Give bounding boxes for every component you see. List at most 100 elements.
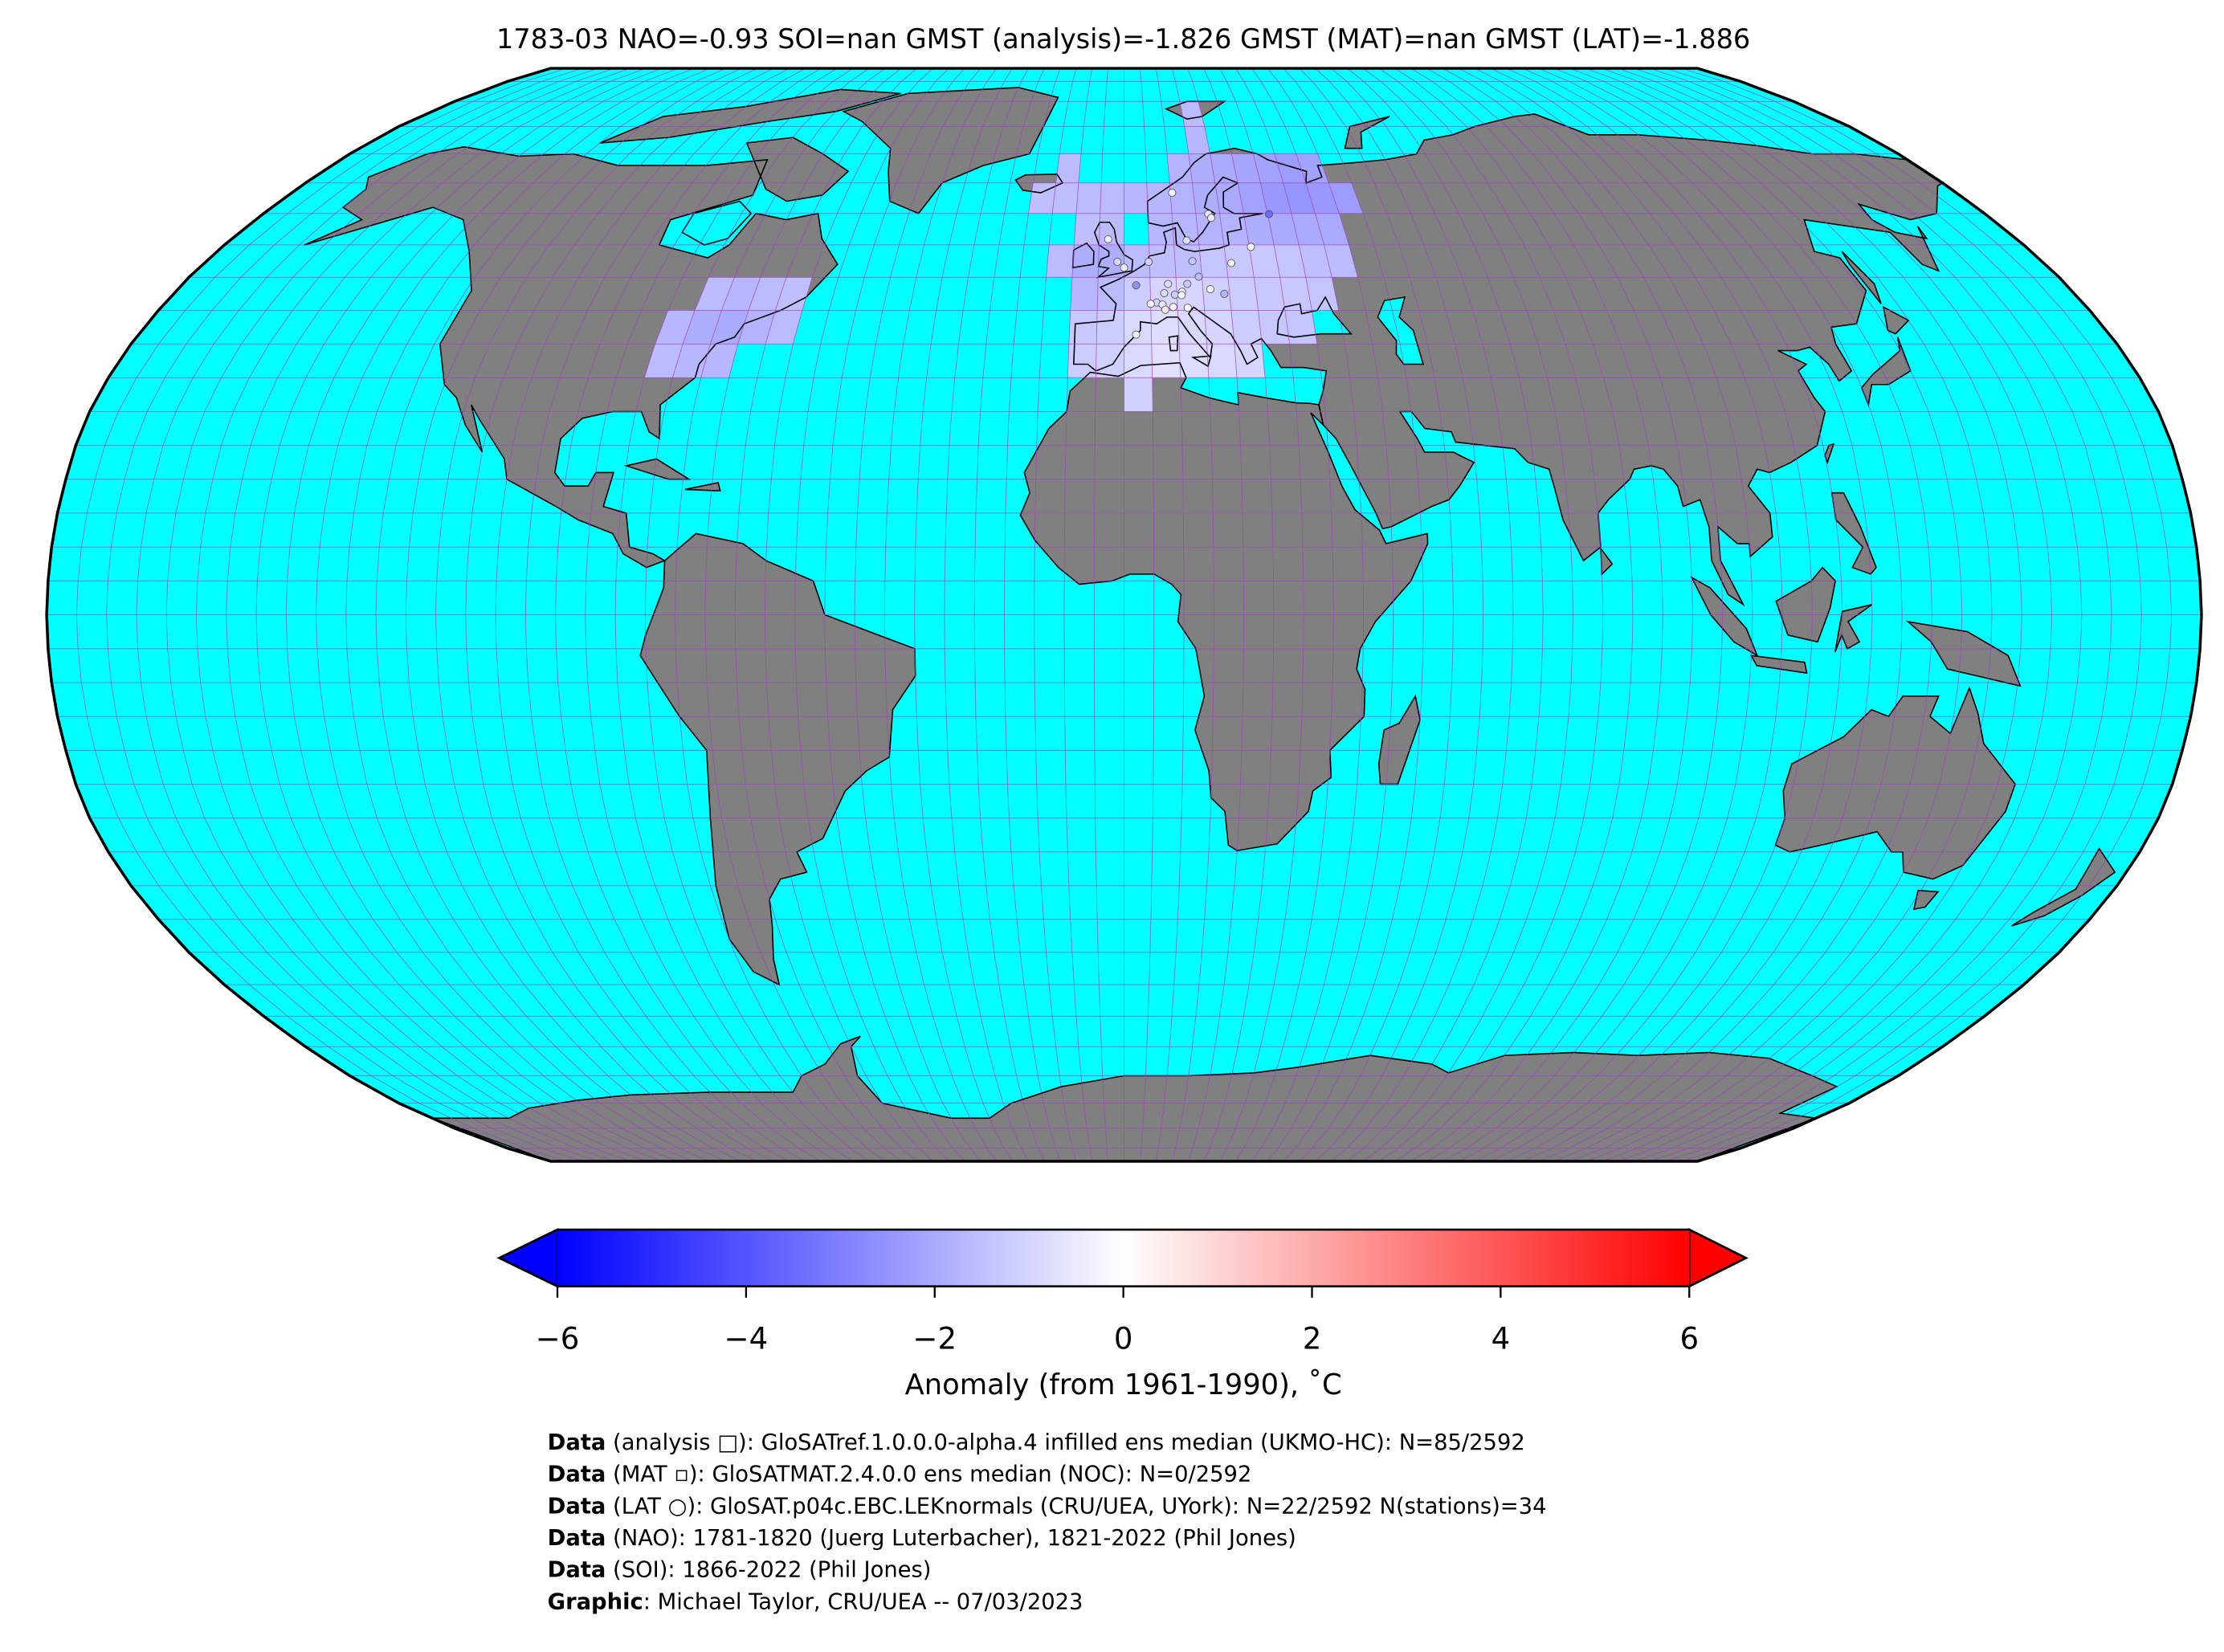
- grid-cell: [748, 277, 787, 311]
- graticule-meridian: [555, 68, 822, 1161]
- coastline-black-sea: [1276, 296, 1353, 338]
- grid-cell: [1243, 213, 1275, 245]
- graticule-meridian: [1063, 68, 1093, 1161]
- graticule-meridian: [106, 68, 583, 1161]
- grid-cell: [1231, 310, 1263, 345]
- station-marker: [1164, 279, 1173, 288]
- station-marker: [1170, 290, 1179, 299]
- grid-cell: [1249, 244, 1280, 278]
- coastline-borneo: [1775, 566, 1836, 643]
- station-marker: [1113, 257, 1122, 267]
- grid-cell: [1167, 153, 1193, 183]
- colorbar-tick-label: 6: [1679, 1321, 1699, 1356]
- grid-cell: [1070, 277, 1099, 311]
- grid-cell: [672, 344, 711, 378]
- colorbar-tick-label: 4: [1492, 1321, 1511, 1356]
- grid-cell: [1179, 344, 1209, 378]
- graticule-meridian: [1299, 68, 1454, 1161]
- colorbar-extend-high: [1687, 1227, 1749, 1288]
- graticule-meridian: [405, 68, 742, 1161]
- station-marker: [1169, 303, 1177, 312]
- colorbar-extend-low: [496, 1227, 559, 1288]
- water-caspian-sea: [1377, 296, 1423, 365]
- graticule-meridian: [465, 68, 774, 1161]
- graticule-meridian: [585, 68, 838, 1161]
- graticule-meridian: [1585, 68, 1993, 1161]
- landmass-new-guinea: [1908, 622, 2021, 687]
- station-marker: [1145, 257, 1153, 267]
- grid-cell: [1179, 101, 1205, 127]
- landmass-sri-lanka: [1601, 548, 1613, 574]
- grid-cell: [1291, 213, 1324, 245]
- graticule-meridian: [1251, 68, 1365, 1161]
- landmass-honshu: [1861, 337, 1911, 406]
- station-marker: [1183, 279, 1192, 288]
- station-marker: [1247, 243, 1255, 251]
- grid-cell: [737, 310, 776, 345]
- grid-cell: [1315, 213, 1349, 245]
- graticule-meridian: [1362, 68, 1573, 1161]
- colorbar-ticks: −6 −4 −2 0 2 4 6: [536, 1286, 1699, 1356]
- graticule-meridian: [1203, 68, 1275, 1161]
- coastline-africa: [1019, 361, 1429, 852]
- graticule-meridian: [1155, 68, 1185, 1161]
- grid-cell: [1231, 153, 1261, 183]
- station-marker: [1104, 235, 1112, 243]
- landmass-arctic-archipelago: [599, 89, 901, 144]
- footer-line-nao: Data (NAO): 1781-1820 (Juerg Luterbacher…: [548, 1526, 1296, 1551]
- grid-cell: [1227, 277, 1259, 311]
- grid-cell: [1253, 153, 1283, 183]
- station-marker: [1146, 300, 1155, 308]
- graticule-meridian: [973, 68, 1045, 1161]
- landmass-tasmania: [1913, 890, 1938, 910]
- landmass-africa: [1020, 362, 1428, 851]
- grid-cell: [1124, 277, 1151, 311]
- grid-cell: [1198, 244, 1228, 278]
- graticule-meridian: [1139, 68, 1155, 1161]
- grid-cell: [1124, 182, 1149, 214]
- grid-cell: [1169, 182, 1196, 214]
- footer-line-mat: Data (MAT ▫): GloSATMAT.2.4.0.0 ens medi…: [548, 1462, 1252, 1487]
- graticule-meridian: [1378, 68, 1604, 1161]
- graticule-meridian: [1474, 68, 1783, 1161]
- grid-cell: [1146, 182, 1173, 214]
- graticule-meridian: [1187, 68, 1244, 1161]
- station-marker: [1161, 305, 1169, 314]
- colorbar-tick-label: −4: [724, 1321, 769, 1356]
- graticule-meridian: [1665, 68, 2142, 1161]
- grid-cell: [1324, 244, 1358, 278]
- footer-line-lat: Data (LAT ○): GloSAT.p04c.EBC.LEKnormals…: [548, 1494, 1547, 1519]
- grid-cell: [1299, 244, 1332, 278]
- grid-cell: [1074, 213, 1100, 245]
- graticule-meridian: [1410, 68, 1663, 1161]
- land-layer: [304, 87, 2116, 1161]
- graticule-meridian: [1331, 68, 1514, 1161]
- grid-cell: [1068, 310, 1098, 345]
- graticule-meridian: [914, 68, 1014, 1161]
- station-marker: [1194, 272, 1203, 281]
- graticule-meridian: [1553, 68, 1933, 1161]
- coastline-australia: [1774, 686, 2016, 880]
- grid-cell: [1234, 344, 1266, 378]
- graticule-meridian: [1267, 68, 1394, 1161]
- coastline-svalbard: [1164, 100, 1227, 120]
- graticule-meridian: [1171, 68, 1214, 1161]
- graticule-meridian: [375, 68, 726, 1161]
- graticule-meridian: [734, 68, 917, 1161]
- station-marker: [1188, 257, 1197, 266]
- grid-cell: [1219, 213, 1250, 245]
- colorbar-tick-label: 0: [1114, 1321, 1133, 1356]
- colorbar: −6 −4 −2 0 2 4 6 Anomaly (from 1961-1990), ˚C: [496, 1227, 1749, 1401]
- station-marker: [1132, 281, 1141, 290]
- grid-cell: [1274, 153, 1306, 183]
- landmass-baffin-island: [746, 137, 849, 202]
- grid-cell: [1100, 182, 1124, 214]
- grid-cell: [1279, 277, 1312, 311]
- graticule-meridian: [883, 68, 998, 1161]
- grid-cell: [683, 310, 722, 345]
- coastline-great-britain: [1093, 221, 1134, 279]
- station-marker: [1220, 289, 1229, 298]
- landmass-cuba: [626, 459, 689, 479]
- landmass-antarctica: [432, 1036, 1837, 1161]
- grid-cell: [644, 344, 684, 378]
